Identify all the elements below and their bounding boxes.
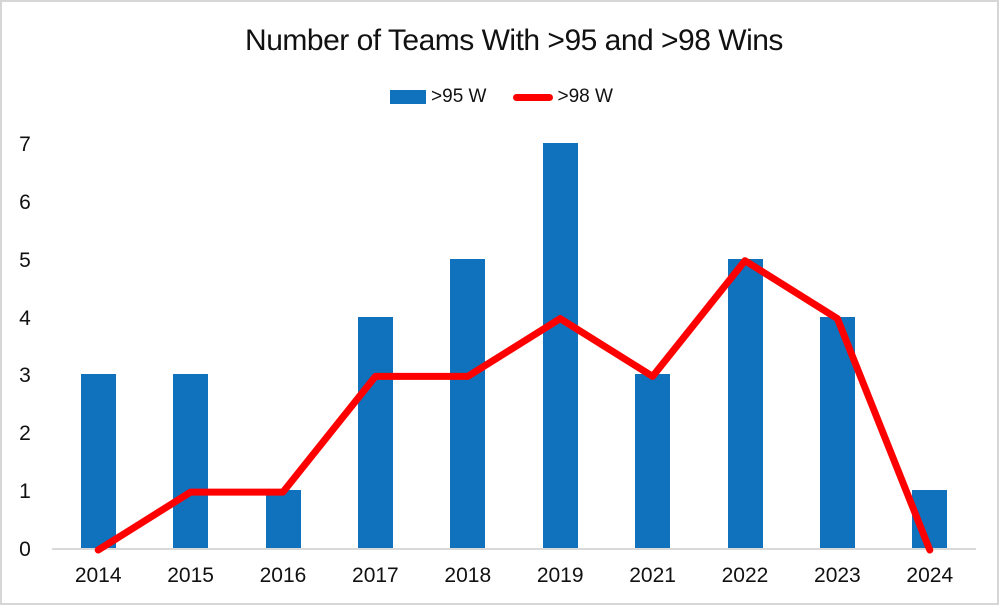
chart-title: Number of Teams With >95 and >98 Wins [245, 24, 783, 57]
legend-label-bar-series: >95 W [431, 86, 487, 107]
bar-2014 [80, 374, 116, 548]
x-axis-label-2023: 2023 [814, 564, 861, 587]
bar-2022 [727, 258, 763, 548]
x-axis-label-2016: 2016 [259, 564, 307, 587]
legend-item-bar-series: >95 W [390, 86, 487, 108]
x-axis-label-2022: 2022 [721, 564, 769, 587]
bar-series-swatch-icon [390, 90, 427, 104]
y-axis-tick-label: 2 [19, 422, 31, 446]
x-axis-label-2021: 2021 [629, 564, 676, 587]
bar-2016 [265, 490, 301, 548]
legend: >95 W >98 W [2, 86, 997, 108]
x-axis-label-2014: 2014 [74, 564, 122, 587]
y-axis-tick-label: 7 [19, 133, 31, 156]
bar-2017 [357, 316, 393, 548]
bar-2019 [542, 143, 578, 548]
y-axis-tick-label: 1 [19, 480, 31, 504]
bar-2021 [635, 374, 671, 548]
bar-2024 [912, 490, 948, 548]
line-series-swatch-icon [512, 93, 553, 101]
legend-item-line-series: >98 W [512, 86, 613, 108]
bar-2023 [819, 316, 855, 548]
y-axis-tick-label: 4 [19, 306, 31, 330]
y-axis-tick-label: 5 [19, 248, 31, 272]
plot-area: 0 1 2 3 4 5 6 7 2014 2015 2016 2017 2018 2019 2021 202… [19, 133, 976, 587]
bar-2015 [173, 374, 209, 548]
y-axis-tick-label: 3 [19, 364, 31, 388]
x-axis-label-2019: 2019 [536, 564, 584, 587]
line-series-path [94, 257, 934, 554]
y-axis-tick-label: 0 [19, 538, 31, 561]
x-axis-label-2018: 2018 [444, 564, 492, 587]
x-axis-label-2024: 2024 [906, 564, 954, 587]
bar-2018 [450, 258, 486, 548]
x-axis-label-2017: 2017 [352, 564, 399, 587]
legend-label-line-series: >98 W [557, 86, 613, 107]
y-axis-tick-label: 6 [19, 190, 31, 214]
x-axis-label-2015: 2015 [167, 564, 214, 587]
